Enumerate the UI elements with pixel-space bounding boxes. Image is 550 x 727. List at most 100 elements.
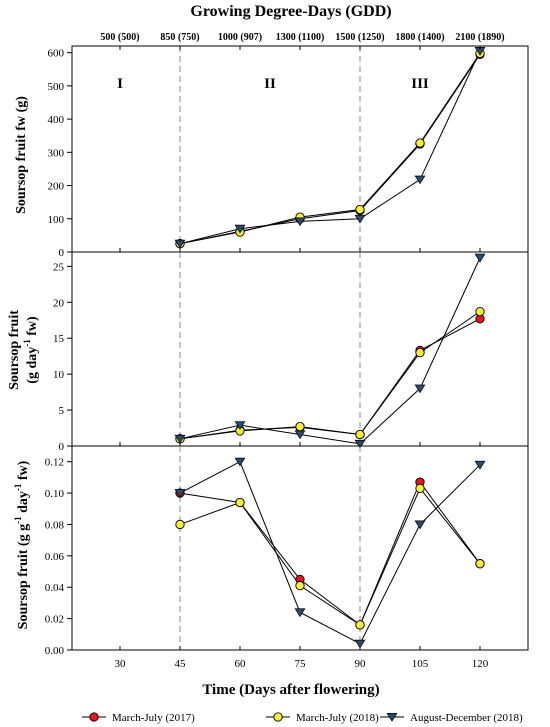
panel-2-ytick-label: 5: [59, 405, 65, 417]
panel-3-ylabel: Soursop fruit (g g-1 day-1 fw): [13, 460, 31, 629]
panel-3-series-3-line: [179, 460, 481, 645]
panel-3-series-2-point: [475, 559, 485, 569]
panel-2-series-3-point: [354, 439, 366, 449]
panel-1-series-1-line: [179, 54, 481, 245]
panel-1-series-3-point: [354, 214, 366, 224]
panel-1-series-3-point: [414, 175, 426, 185]
panel-3-series-2-point: [175, 519, 185, 530]
panel-1-ytick-label: 200: [48, 181, 65, 193]
panel-2-ylabel-a: (g day: [25, 347, 40, 384]
panel-3-series-1-line: [179, 481, 481, 626]
panel-2-ytick-label: 25: [53, 261, 65, 273]
top-tick-label: 1000 (907): [218, 32, 262, 43]
panel-1-series-3-point: [174, 239, 186, 249]
panel-3-series-3-point: [354, 639, 366, 649]
panel-3-ytick-label: 0.02: [45, 614, 64, 626]
panel-2-series-3-point: [474, 253, 486, 263]
legend-marker: [89, 712, 99, 722]
legend: March-July (2017) March-July (2018) August…: [82, 712, 523, 724]
panel-3-series-3-point: [294, 608, 306, 618]
top-tick-label: 1500 (1250): [335, 32, 384, 43]
panel-2-series-3-point: [294, 430, 306, 440]
legend-item-3: August-December (2018): [380, 712, 523, 724]
legend-marker: [273, 712, 283, 722]
panel-2-series-2-point: [475, 306, 485, 317]
panel-3-series-3-point: [174, 489, 186, 498]
panel-2-series-2-point: [415, 347, 425, 358]
panel-3-ytick-label: 0.06: [45, 551, 65, 563]
panel-3-series-2-point: [355, 620, 365, 630]
panel-1-series-2-point: [355, 204, 365, 215]
panel-3-ylabel-sup2: -1: [13, 483, 23, 491]
xtick-label: 105: [412, 658, 429, 670]
xtick-label: 120: [472, 658, 489, 670]
panel-3-series-3-point: [414, 520, 426, 530]
legend-item-2: March-July (2018): [266, 712, 379, 724]
panel-1-series-3-point: [234, 224, 246, 234]
panel-3-series-2-point: [415, 483, 425, 494]
panel-1-series-3-point: [294, 217, 306, 227]
legend-label: August-December (2018): [410, 712, 523, 724]
panel-2-series-1-line: [179, 318, 481, 440]
legend-label: March-July (2017): [112, 712, 195, 724]
plot-layer: 0 100 200 300 400 500 600 0 5 10 15 20 25 0.00 0.02 0.0…: [45, 32, 529, 670]
legend-item-1: March-July (2017): [82, 712, 195, 724]
panel-1-ylabel: Soursop fruit fw (g): [14, 96, 29, 214]
panel-1-ytick-label: 500: [48, 81, 65, 93]
panel-2-ylabel-line1: Soursop fruit: [7, 310, 22, 390]
panel-3-ylabel-b: day: [16, 491, 31, 516]
phase-label-I: I: [117, 76, 123, 92]
top-tick-label: 850 (750): [160, 32, 199, 43]
xtick-label: 30: [115, 658, 127, 670]
top-tick-label: 1300 (1100): [276, 32, 325, 43]
panel-1-ytick-label: 100: [48, 214, 65, 226]
panel-2-ytick-label: 20: [53, 297, 65, 309]
panel-3-ytick-label: 0.08: [45, 519, 65, 531]
top-tick-label: 500 (500): [100, 32, 139, 43]
panel-1-series-2-point: [415, 138, 425, 148]
panel-3-ytick-label: 0.10: [45, 488, 65, 500]
panel-2-series-2-point: [295, 421, 305, 432]
panel-2-series-3-line: [179, 257, 481, 445]
xtick-label: 90: [355, 658, 367, 670]
panel-3-frame: [71, 445, 529, 651]
panel-3-series-3-point: [234, 457, 246, 467]
panel-3-ytick-label: 0.00: [45, 645, 65, 657]
xtick-label: 75: [295, 658, 307, 670]
chart-title: Growing Degree-Days (GDD): [190, 3, 391, 20]
panel-1-series-3-line: [179, 50, 481, 245]
panel-2-series-2-point: [355, 429, 365, 440]
panel-3-series-2-point: [235, 497, 245, 508]
panel-2-ylabel-sup: -1: [22, 339, 32, 347]
panel-3-series-2-line: [179, 487, 481, 626]
panel-1-series-2-line: [179, 53, 481, 245]
panel-3-ytick-label: 0.12: [45, 457, 64, 469]
panel-2-series-2-line: [179, 311, 481, 440]
panel-2-series-3-point: [414, 384, 426, 394]
panel-3-ylabel-sup1: -1: [13, 516, 23, 524]
panel-1-ytick-label: 300: [48, 147, 65, 159]
panel-3-ylabel-a: Soursop fruit (g g: [16, 524, 31, 629]
xtick-label: 45: [175, 658, 187, 670]
x-axis-title: Time (Days after flowering): [202, 682, 379, 698]
panel-1-ytick-label: 0: [59, 247, 65, 259]
panel-2-ytick-label: 0: [59, 441, 65, 453]
legend-marker: [386, 713, 398, 722]
phase-label-II: II: [264, 76, 276, 92]
panel-2-series-3-point: [234, 421, 246, 430]
phase-label-III: III: [411, 76, 429, 92]
panel-3-series-3-point: [474, 460, 486, 470]
panel-2-series-3-point: [174, 434, 186, 444]
top-tick-label: 1800 (1400): [395, 32, 444, 43]
panel-1-ytick-label: 600: [48, 48, 65, 60]
panel-3-ylabel-c: fw): [16, 460, 31, 483]
panel-1-ytick-label: 400: [48, 114, 65, 126]
xtick-label: 60: [235, 658, 247, 670]
panel-2-ytick-label: 10: [53, 369, 65, 381]
legend-label: March-July (2018): [296, 712, 379, 724]
panel-3-ytick-label: 0.04: [45, 582, 65, 594]
panel-2-ylabel-line2: (g day-1 fw): [22, 316, 40, 384]
panel-3-series-2-point: [295, 581, 305, 591]
panel-2-ylabel-tail: fw): [25, 316, 40, 339]
